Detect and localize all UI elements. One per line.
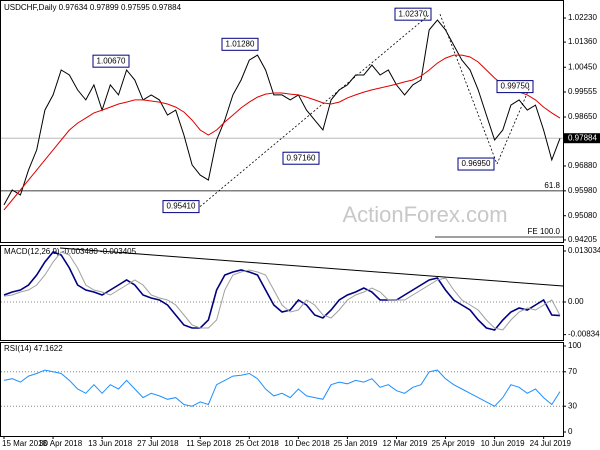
price-annotation-box: [221, 37, 259, 51]
y-tick-label: 1.00450: [568, 62, 597, 71]
macd-title: MACD(12,26,9) -0.003480 -0.003405: [4, 247, 137, 256]
fib-level-label: FE 100.0: [528, 227, 561, 236]
series-line: [3, 369, 561, 407]
y-tick-label: 0.99555: [568, 87, 597, 96]
x-tick-label: 15 Mar 2018: [2, 439, 47, 448]
current-price-box: [563, 133, 600, 144]
y-tick-label: 0.94205: [568, 235, 597, 244]
price-annotation: 0.95410: [167, 202, 196, 211]
current-price-label: 0.97884: [568, 133, 597, 142]
y-tick-label: 0.95980: [568, 186, 597, 195]
macd-trendline: [59, 247, 564, 287]
x-tick-label: 13 Jun 2018: [88, 439, 133, 448]
x-tick-label: 25 Apr 2019: [432, 439, 476, 448]
y-tick-label: 0.98650: [568, 112, 597, 121]
series-line: [3, 19, 561, 206]
y-tick-label: 100: [568, 341, 582, 350]
price-annotation: 1.02370: [399, 9, 428, 18]
trendline: [439, 14, 498, 165]
price-annotation: 0.96950: [462, 159, 491, 168]
price-annotation-box: [162, 200, 200, 214]
y-tick-label: 30: [568, 401, 577, 410]
trendline: [199, 13, 431, 207]
price-annotation-box: [282, 151, 320, 165]
x-tick-label: 25 Jan 2019: [333, 439, 378, 448]
rsi-title: RSI(14) 47.1622: [4, 344, 63, 353]
x-tick-label: 24 Jul 2019: [530, 439, 572, 448]
price-annotation: 0.99750: [501, 82, 530, 91]
price-annotation: 1.01280: [226, 39, 255, 48]
x-tick-label: 12 Mar 2019: [382, 439, 427, 448]
rsi-panel: [0, 342, 564, 437]
y-tick-label: -0.00834: [568, 330, 600, 339]
watermark: ActionForex.com: [342, 202, 507, 227]
y-tick-label: 0.013034: [568, 246, 600, 255]
price-annotation-box: [92, 54, 130, 68]
y-tick-label: 0.95080: [568, 211, 597, 220]
price-annotation-box: [457, 157, 495, 171]
price-panel: [0, 0, 564, 243]
x-tick-label: 27 Jul 2018: [137, 439, 179, 448]
series-line: [3, 251, 561, 331]
x-tick-label: 25 Oct 2018: [235, 439, 279, 448]
price-annotation: 0.97160: [287, 153, 316, 162]
y-tick-label: 1.02230: [568, 13, 597, 22]
x-tick-label: 30 Apr 2018: [39, 439, 83, 448]
y-tick-label: 0.00: [568, 297, 584, 306]
price-title: USDCHF,Daily 0.97634 0.97899 0.97595 0.9…: [4, 3, 182, 12]
price-annotation-box: [496, 80, 534, 94]
series-line: [3, 251, 561, 331]
macd-panel: [0, 245, 564, 341]
x-tick-label: 11 Sep 2018: [186, 439, 231, 448]
series-line: [3, 54, 561, 211]
price-annotation-box: [394, 7, 432, 21]
y-tick-label: 70: [568, 367, 577, 376]
x-tick-label: 10 Jun 2019: [481, 439, 526, 448]
y-tick-label: 0: [568, 427, 573, 436]
price-annotation: 1.00670: [97, 56, 126, 65]
y-tick-label: 0.96880: [568, 161, 597, 170]
x-tick-label: 10 Dec 2018: [284, 439, 330, 448]
y-tick-label: 1.01360: [568, 37, 597, 46]
fib-level-label: 61.8: [544, 181, 560, 190]
